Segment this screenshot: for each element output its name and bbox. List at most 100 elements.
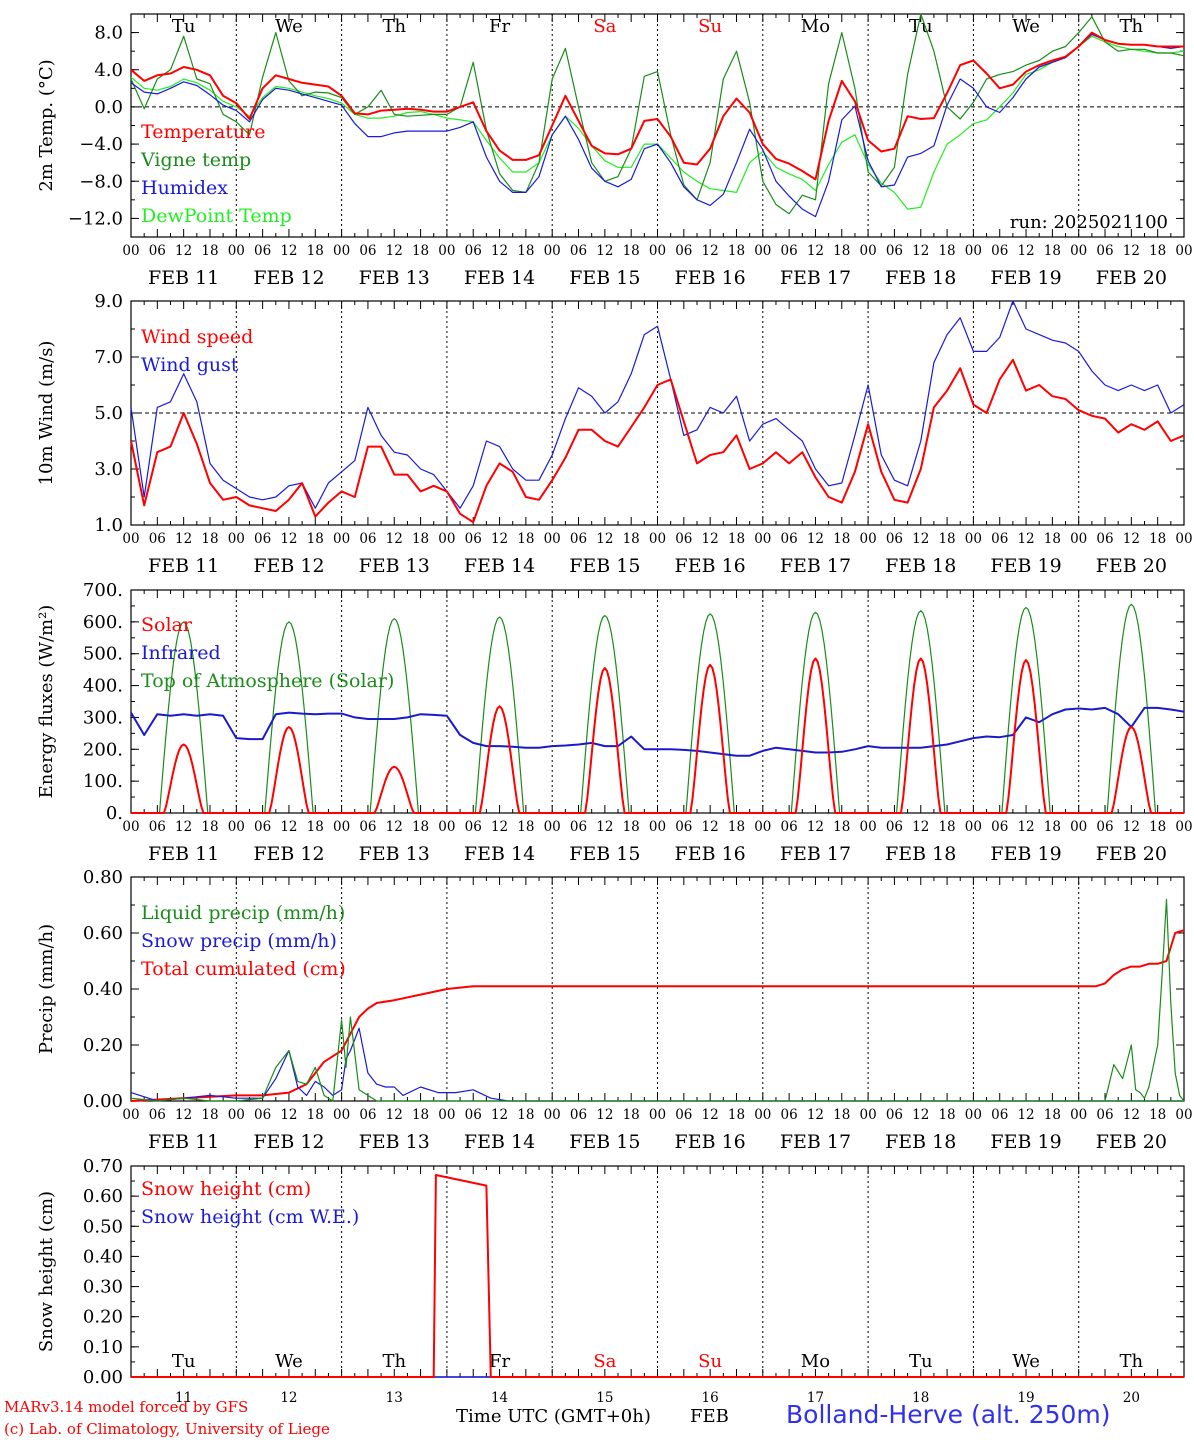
hour-label: 12	[175, 819, 192, 835]
hour-label: 18	[412, 531, 429, 547]
hour-label: 18	[1044, 819, 1061, 835]
day-label: Tu	[909, 1351, 933, 1372]
hour-label: 00	[228, 531, 245, 547]
hour-label: 18	[1149, 531, 1166, 547]
legend-entry: Wind gust	[141, 354, 239, 376]
hour-label: 00	[1175, 819, 1192, 835]
hour-label: 18	[307, 1107, 324, 1123]
hour-label: 12	[1017, 1107, 1034, 1123]
hour-label: 00	[965, 243, 982, 259]
hour-label: 06	[781, 1107, 798, 1123]
hour-label: 18	[728, 1107, 745, 1123]
day-label: We	[1012, 16, 1040, 37]
date-label: FEB 18	[885, 1131, 956, 1153]
hour-label: 12	[1017, 243, 1034, 259]
hour-label: 18	[623, 1107, 640, 1123]
hour-label: 12	[807, 531, 824, 547]
hour-label: 00	[754, 531, 771, 547]
y-axis-label: 10m Wind (m/s)	[36, 341, 57, 486]
date-label: FEB 20	[1096, 843, 1167, 865]
y-tick-label: 0.20	[83, 1307, 123, 1328]
hour-label: 12	[807, 819, 824, 835]
y-tick-label: −8.0	[79, 171, 123, 192]
hour-label: 00	[333, 1107, 350, 1123]
month-label: FEB	[690, 1406, 729, 1427]
hour-label: 12	[280, 819, 297, 835]
hour-label: 18	[201, 531, 218, 547]
y-tick-label: 500.	[83, 644, 123, 665]
legend-entry: Total cumulated (cm)	[141, 958, 346, 980]
hour-label: 06	[886, 243, 903, 259]
hour-label: 00	[122, 1107, 139, 1123]
legend-entry: Top of Atmosphere (Solar)	[141, 670, 394, 692]
hour-label: 00	[965, 819, 982, 835]
hour-label: 06	[254, 819, 271, 835]
y-tick-label: 9.0	[94, 291, 123, 312]
hour-label: 12	[386, 1107, 403, 1123]
panel-2: 9.0 7.0 5.0 3.0 1.0 10m Wind (m/s) 00 06 12 18 00 0…	[36, 291, 1193, 577]
hour-label: 18	[623, 531, 640, 547]
date-label: FEB 14	[464, 267, 535, 289]
hour-label: 12	[175, 531, 192, 547]
hour-label: 12	[386, 531, 403, 547]
hour-label: 18	[833, 531, 850, 547]
date-label: FEB 17	[780, 843, 851, 865]
station-name: Bolland-Herve (alt. 250m)	[786, 1400, 1111, 1429]
date-label: FEB 18	[885, 555, 956, 577]
hour-label: 18	[623, 819, 640, 835]
hour-label: 12	[280, 531, 297, 547]
hour-label: 12	[491, 243, 508, 259]
model-credit: MARv3.14 model forced by GFS	[4, 1398, 249, 1416]
y-tick-label: 3.0	[94, 459, 123, 480]
hour-label: 00	[438, 819, 455, 835]
legend-entry: Wind speed	[141, 326, 253, 348]
date-label: FEB 14	[464, 1131, 535, 1153]
y-axis-label: Energy fluxes (W/m²)	[36, 605, 57, 799]
series-line-snow-height	[131, 1174, 1184, 1378]
hour-label: 06	[675, 1107, 692, 1123]
series-line-humidex	[130, 33, 1185, 218]
date-label: FEB 12	[253, 1131, 324, 1153]
hour-label: 06	[254, 243, 271, 259]
date-label: FEB 12	[253, 267, 324, 289]
y-tick-label: 0.20	[83, 1035, 123, 1056]
y-tick-label: 0.60	[83, 923, 123, 944]
hour-label: 00	[754, 819, 771, 835]
series-line-solar	[131, 657, 1184, 814]
legend-entry: Solar	[141, 614, 193, 636]
date-label: FEB 19	[990, 843, 1061, 865]
legend-entry: Liquid precip (mm/h)	[141, 902, 345, 924]
y-tick-label: −4.0	[79, 134, 123, 155]
date-label: FEB 15	[569, 267, 640, 289]
panel-5: 0.70 0.60 0.50 0.40 0.30 0.20 0.10 0.00 Snow hei…	[36, 1156, 1185, 1406]
hour-label: 06	[570, 243, 587, 259]
hour-label: 06	[570, 531, 587, 547]
hour-label: 00	[860, 819, 877, 835]
hour-label: 00	[754, 243, 771, 259]
hour-label: 06	[991, 531, 1008, 547]
y-tick-label: 1.0	[94, 515, 123, 536]
legend-entry: Snow height (cm W.E.)	[141, 1206, 359, 1228]
y-tick-label: 0.60	[83, 1186, 123, 1207]
hour-label: 18	[1044, 243, 1061, 259]
day-label: Tu	[172, 16, 196, 37]
hour-label: 06	[254, 531, 271, 547]
hour-label: 00	[228, 819, 245, 835]
hour-label: 12	[1017, 531, 1034, 547]
y-axis-label: Precip (mm/h)	[36, 924, 57, 1054]
lab-credit: (c) Lab. of Climatology, University of L…	[4, 1420, 330, 1438]
hour-label: 00	[228, 1107, 245, 1123]
y-tick-label: 700.	[83, 580, 123, 601]
hour-label: 00	[333, 819, 350, 835]
date-label: FEB 15	[569, 843, 640, 865]
series-line-infrared	[130, 706, 1185, 757]
hour-label: 00	[1070, 531, 1087, 547]
day-number-label: 18	[912, 1390, 929, 1406]
hour-label: 06	[149, 819, 166, 835]
hour-label: 00	[1070, 243, 1087, 259]
hour-label: 12	[912, 1107, 929, 1123]
hour-label: 18	[833, 819, 850, 835]
hour-label: 18	[938, 819, 955, 835]
hour-label: 06	[570, 819, 587, 835]
hour-label: 00	[1070, 819, 1087, 835]
